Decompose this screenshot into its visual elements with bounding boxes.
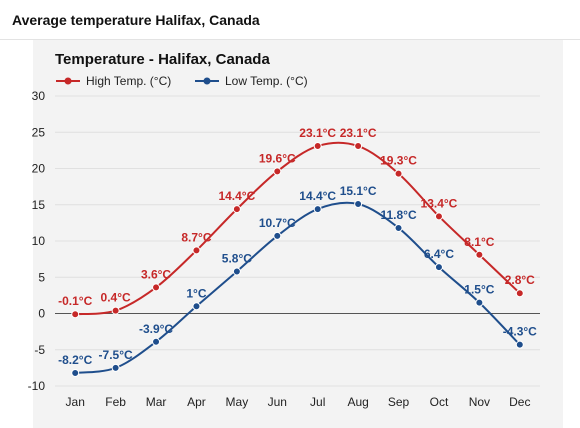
data-point[interactable] [232,267,241,276]
y-axis-ticks: 30 25 20 15 10 5 0 -5 -10 [28,89,46,393]
data-label: 13.4°C [421,196,458,210]
y-tick-label: 20 [32,162,46,176]
data-label: 15.1°C [340,184,377,198]
data-label: 19.6°C [259,151,296,165]
data-point[interactable] [313,205,322,214]
x-tick-label: Oct [430,395,449,409]
series-line [75,201,521,374]
data-label: 14.4°C [299,189,336,203]
x-tick-label: Nov [469,395,490,409]
data-label: 10.7°C [259,216,296,230]
x-tick-label: Aug [347,395,368,409]
data-label: 14.4°C [218,189,255,203]
data-point[interactable] [152,283,161,292]
data-point[interactable] [475,250,484,259]
x-tick-label: May [226,395,249,409]
legend-high-swatch-dot [64,77,72,85]
x-tick-label: Jun [268,395,287,409]
y-tick-label: 10 [32,234,46,248]
data-label: -0.1°C [58,294,92,308]
page-header: Average temperature Halifax, Canada [0,0,580,40]
data-point[interactable] [111,363,120,372]
x-tick-label: Feb [105,395,126,409]
data-label: 23.1°C [340,126,377,140]
series-low: -8.2°C -7.5°C-3.9°C1°C5.8°C10.7°C14.4°C 15… [58,184,537,377]
y-tick-label: 15 [32,198,46,212]
x-tick-label: Dec [509,395,530,409]
data-point[interactable] [313,142,322,151]
data-point[interactable] [192,246,201,255]
data-point[interactable] [232,205,241,214]
data-point[interactable] [273,167,282,176]
data-label: 8.1°C [464,235,494,249]
data-label: -3.9°C [139,322,173,336]
data-label: 1°C [186,286,206,300]
y-tick-label: 0 [38,307,45,321]
data-point[interactable] [71,310,80,319]
legend-low[interactable]: Low Temp. (°C) [195,74,308,88]
page-title: Average temperature Halifax, Canada [12,12,260,28]
data-point[interactable] [434,212,443,221]
data-label: 6.4°C [424,247,454,261]
data-point[interactable] [71,368,80,377]
x-axis-ticks: Jan Feb Mar Apr May Jun Jul Aug Sep Oct Nov Dec [66,395,531,409]
data-label: 0.4°C [101,291,131,305]
legend-low-swatch-dot [203,77,211,85]
x-tick-label: Jan [66,395,85,409]
chart-panel [33,40,563,428]
data-point[interactable] [475,298,484,307]
y-tick-label: -10 [28,379,46,393]
data-point[interactable] [434,263,443,272]
data-point[interactable] [515,340,524,349]
x-tick-label: Sep [388,395,410,409]
gridlines [55,95,540,387]
y-tick-label: -5 [34,343,45,357]
x-tick-label: Apr [187,395,206,409]
data-label: -4.3°C [503,325,537,339]
data-label: 3.6°C [141,267,171,281]
data-point[interactable] [515,289,524,298]
data-point[interactable] [394,223,403,232]
x-tick-label: Mar [146,395,167,409]
data-label: -8.2°C [58,353,92,367]
data-label: 5.8°C [222,251,252,265]
chart-title: Temperature - Halifax, Canada [55,51,270,68]
data-point[interactable] [111,306,120,315]
data-label: 23.1°C [299,126,336,140]
data-point[interactable] [152,337,161,346]
legend-high-label: High Temp. (°C) [86,74,171,88]
data-label: 2.8°C [505,273,535,287]
data-point[interactable] [354,142,363,151]
data-label: 19.3°C [380,154,417,168]
data-label: 8.7°C [181,230,211,244]
data-point[interactable] [354,200,363,209]
data-label: -7.5°C [99,348,133,362]
y-tick-label: 30 [32,89,46,103]
y-tick-label: 25 [32,125,46,139]
x-tick-label: Jul [310,395,325,409]
data-point[interactable] [192,302,201,311]
data-label: 11.8°C [380,208,416,222]
legend-low-label: Low Temp. (°C) [225,74,308,88]
data-point[interactable] [394,169,403,178]
data-label: 1.5°C [464,283,494,297]
data-point[interactable] [273,231,282,240]
series-line [75,141,521,316]
y-tick-label: 5 [38,270,45,284]
legend-high[interactable]: High Temp. (°C) [56,74,171,88]
series-high: -0.1°C 0.4°C3.6°C8.7°C14.4°C19.6°C23.1°C 2… [58,126,535,319]
